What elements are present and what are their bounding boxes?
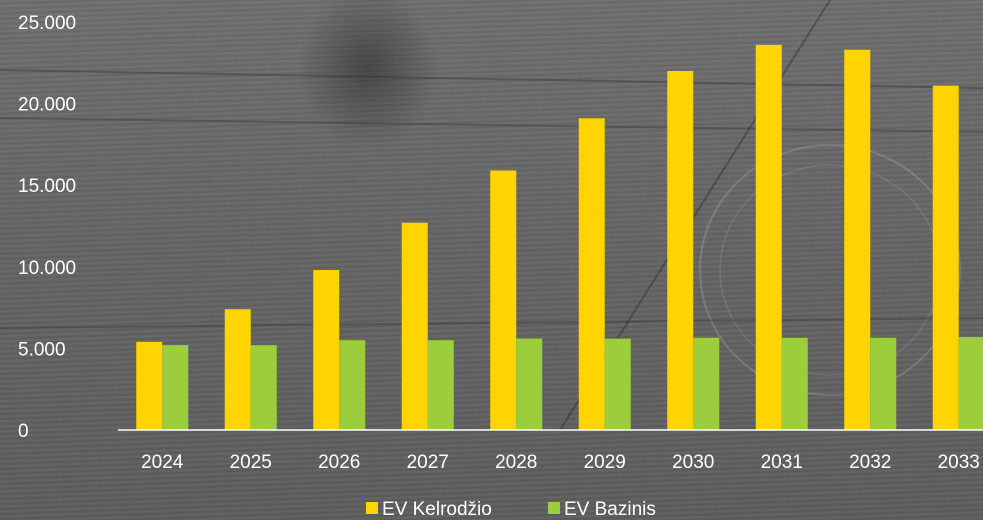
x-tick-label: 2027 [407,452,449,473]
y-tick-label: 0 [18,421,29,442]
bar-ev-kelrodzio [578,118,605,431]
x-tick-label: 2031 [761,452,803,473]
bar-ev-kelrodzio [313,270,340,430]
bar-ev-bazinis [339,340,366,430]
bar-ev-bazinis [162,345,189,430]
bar-ev-kelrodzio [401,222,428,430]
x-tick-label: 2032 [849,452,891,473]
x-tick-label: 2026 [318,452,360,473]
bar-ev-bazinis [958,336,983,430]
legend-swatch-ev-bazinis [548,502,560,514]
legend-swatch-ev-kelrodzio [366,502,378,514]
bar-ev-kelrodzio [667,70,694,431]
bar-ev-kelrodzio [224,309,251,430]
y-tick-label: 20.000 [18,95,76,116]
bar-ev-kelrodzio [490,170,517,430]
bar-ev-bazinis [693,337,720,430]
legend-label: EV Kelrodžio [382,499,492,520]
bar-ev-bazinis [604,338,631,430]
y-tick-label: 5.000 [18,339,66,360]
y-tick-label: 15.000 [18,176,76,197]
x-tick-label: 2024 [141,452,184,473]
legend-label: EV Bazinis [564,499,656,520]
x-tick-label: 2030 [672,452,714,473]
bar-ev-bazinis [250,345,277,430]
x-tick-label: 2033 [938,452,980,473]
bar-ev-kelrodzio [755,44,782,431]
bar-ev-kelrodzio [136,341,163,430]
x-tick-label: 2028 [495,452,537,473]
x-tick-label: 2029 [584,452,626,473]
bar-ev-bazinis [516,338,543,430]
x-tick-label: 2025 [230,452,272,473]
bar-ev-bazinis [781,337,808,430]
y-tick-label: 10.000 [18,258,76,279]
bar-ev-kelrodzio [932,85,959,430]
y-axis: 0 5.000 10.000 15.000 20.000 25.000 [18,13,76,442]
y-tick-label: 25.000 [18,13,76,34]
bars [136,44,983,431]
bar-ev-kelrodzio [844,49,871,431]
x-axis: 2024 2025 2026 2027 2028 2029 2030 2031 2032 2033 [141,452,980,473]
legend: EV Kelrodžio EV Bazinis [366,499,656,520]
bar-ev-bazinis [870,337,897,430]
bar-ev-bazinis [427,340,454,430]
